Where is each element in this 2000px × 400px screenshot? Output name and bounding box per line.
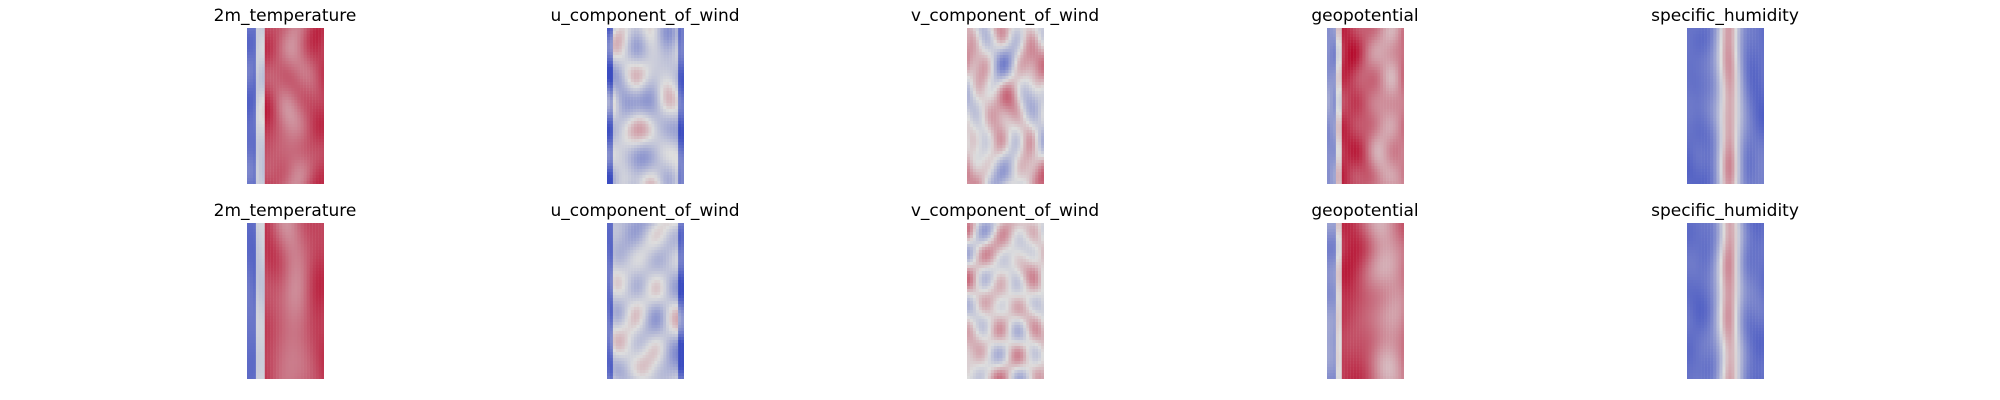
heatmap-image <box>247 28 324 184</box>
heatmap-image <box>607 28 684 184</box>
panel-row2-2m-temperature: 2m_temperature <box>165 200 405 380</box>
heatmap-svg <box>1327 28 1404 184</box>
heatmap-image <box>967 223 1044 379</box>
heatmap-image <box>967 28 1044 184</box>
heatmap-image <box>1687 28 1764 184</box>
heatmap-svg <box>247 223 324 379</box>
panel-row1-v-component-of-wind: v_component_of_wind <box>885 5 1125 185</box>
panel-title: 2m_temperature <box>213 6 357 26</box>
panel-title: geopotential <box>1311 6 1419 26</box>
heatmap-svg <box>1327 223 1404 379</box>
panel-title: v_component_of_wind <box>910 201 1100 221</box>
heatmap-svg <box>1687 28 1764 184</box>
panel-title: u_component_of_wind <box>550 6 740 26</box>
panel-title: specific_humidity <box>1651 6 1799 26</box>
panel-row2-u-component-of-wind: u_component_of_wind <box>525 200 765 380</box>
panel-row2-specific-humidity: specific_humidity <box>1605 200 1845 380</box>
panel-title: specific_humidity <box>1651 201 1799 221</box>
panel-row1-2m-temperature: 2m_temperature <box>165 5 405 185</box>
panel-title: 2m_temperature <box>213 201 357 221</box>
heatmap-svg <box>607 28 684 184</box>
heatmap-svg <box>1687 223 1764 379</box>
panel-row2-v-component-of-wind: v_component_of_wind <box>885 200 1125 380</box>
panel-row1-specific-humidity: specific_humidity <box>1605 5 1845 185</box>
panel-row1-geopotential: geopotential <box>1245 5 1485 185</box>
panel-title: u_component_of_wind <box>550 201 740 221</box>
heatmap-image <box>607 223 684 379</box>
panel-row1-u-component-of-wind: u_component_of_wind <box>525 5 765 185</box>
heatmap-image <box>1327 28 1404 184</box>
heatmap-svg <box>247 28 324 184</box>
heatmap-svg <box>967 223 1044 379</box>
heatmap-image <box>247 223 324 379</box>
panel-title: v_component_of_wind <box>910 6 1100 26</box>
heatmap-svg <box>967 28 1044 184</box>
panel-row2-geopotential: geopotential <box>1245 200 1485 380</box>
heatmap-image <box>1327 223 1404 379</box>
heatmap-image <box>1687 223 1764 379</box>
heatmap-svg <box>607 223 684 379</box>
panel-title: geopotential <box>1311 201 1419 221</box>
